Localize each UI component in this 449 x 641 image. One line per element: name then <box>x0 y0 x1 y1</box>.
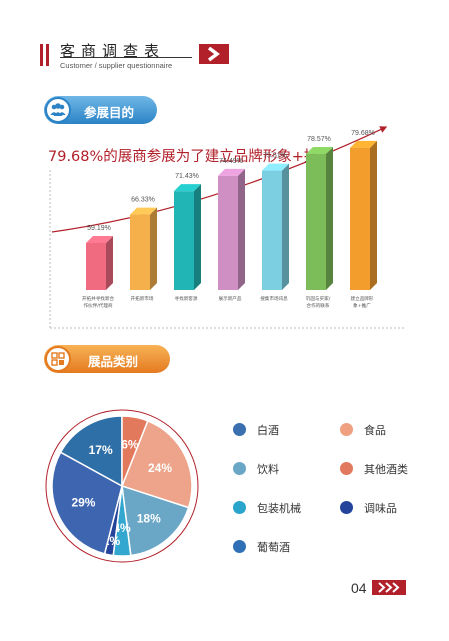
bar-side <box>238 168 245 290</box>
bar-top <box>306 147 333 155</box>
chevron-triple-icon <box>372 580 406 595</box>
bar-top <box>130 207 157 215</box>
pie-slice-label: 18% <box>137 511 161 525</box>
bar-value-label: 78.57% <box>307 136 331 143</box>
legend-label: 其他酒类 <box>364 463 408 476</box>
legend-label: 白酒 <box>257 424 279 437</box>
legend-swatch <box>233 423 246 436</box>
legend-swatch <box>233 501 246 514</box>
bar <box>130 214 150 290</box>
header-divider <box>60 57 192 58</box>
legend-swatch <box>340 423 353 436</box>
pie-outline <box>45 409 199 563</box>
bar-value-label: 75.51% <box>263 153 287 160</box>
bar-top <box>350 140 377 148</box>
chevron-right-icon <box>199 44 229 64</box>
page-title: 客商调查表 <box>60 42 166 60</box>
grid-icon <box>45 346 71 372</box>
bar-top <box>218 168 245 176</box>
bar <box>350 147 370 290</box>
bar-category-label: 合作的联系 <box>307 302 330 309</box>
bar <box>174 191 194 290</box>
pie-chart: 24%18%4%2%29%17% 6% <box>45 409 199 563</box>
legend-swatch <box>340 501 353 514</box>
headline: 79.68%的展商参展为了建立品牌形象+推广 <box>48 149 333 165</box>
legend-label: 包装机械 <box>257 502 301 515</box>
section-pill-categories: 展品类别 <box>44 345 170 373</box>
bar-side <box>194 184 201 290</box>
bar-category-label: 建立品牌形 <box>351 295 374 302</box>
bar-top <box>262 163 289 171</box>
bar-category-label: 象+推广 <box>353 302 371 309</box>
bar-category-label: 寻找新客源 <box>175 295 198 302</box>
bar <box>306 154 326 290</box>
bar-value-label: 74.49% <box>219 158 243 165</box>
people-icon <box>45 97 71 123</box>
legend-label: 饮料 <box>257 463 279 476</box>
bar-value-label: 71.43% <box>175 173 199 180</box>
bar-category-label: 作伙伴/代理商 <box>83 302 113 309</box>
bar-side <box>370 140 377 290</box>
bar-category-label: 开拓并寻找新合 <box>82 295 115 302</box>
bar-side <box>106 235 113 290</box>
bar-value-label: 59.19% <box>87 225 111 232</box>
legend-swatch <box>340 462 353 475</box>
section-pill-purpose: 参展目的 <box>44 96 157 124</box>
legend-label: 食品 <box>364 424 386 437</box>
pie-slice-label: 17% <box>89 443 113 457</box>
bar-side <box>326 147 333 290</box>
bar-category-label: 巩固与买家/ <box>306 295 331 302</box>
legend-swatch <box>233 540 246 553</box>
page-subtitle: Customer / supplier questionnaire <box>60 61 173 70</box>
pie-slice-label: 24% <box>148 461 172 475</box>
legend-label: 调味品 <box>364 502 397 515</box>
bar-top <box>174 184 201 192</box>
legend-label: 葡萄酒 <box>257 541 290 554</box>
trend-arrow <box>51 126 388 233</box>
bar-value-label: 66.33% <box>131 197 155 204</box>
pie-slice <box>51 451 123 555</box>
bar-category-label: 开拓新市场 <box>131 295 154 302</box>
bar-category-label: 搜集市场讯息 <box>260 295 288 302</box>
bar-value-label: 79.68% <box>351 130 375 137</box>
page-number: 04 <box>351 580 367 596</box>
legend-swatch <box>233 462 246 475</box>
header-bars <box>40 44 52 66</box>
bar-side <box>282 163 289 290</box>
section-title-categories: 展品类别 <box>88 354 139 369</box>
bar <box>218 175 238 290</box>
bar <box>86 242 106 290</box>
bar-side <box>150 207 157 290</box>
pie-slice-label: 29% <box>71 496 95 510</box>
pie-slice <box>121 484 190 557</box>
bar <box>262 170 282 290</box>
pie-slice <box>59 415 123 488</box>
section-title-purpose: 参展目的 <box>84 105 135 120</box>
bar-category-label: 展示新产品 <box>219 295 242 302</box>
bar-top <box>86 235 113 243</box>
pie-slice-label: 6% <box>121 438 139 452</box>
pie-slice <box>121 415 149 487</box>
